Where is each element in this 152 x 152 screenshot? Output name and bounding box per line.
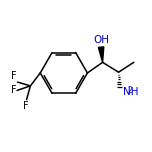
- Text: 2: 2: [128, 86, 132, 95]
- Polygon shape: [98, 47, 104, 62]
- Text: NH: NH: [123, 87, 138, 97]
- Text: F: F: [23, 101, 29, 111]
- Text: F: F: [11, 71, 16, 81]
- Text: OH: OH: [93, 35, 109, 45]
- Text: F: F: [11, 85, 16, 95]
